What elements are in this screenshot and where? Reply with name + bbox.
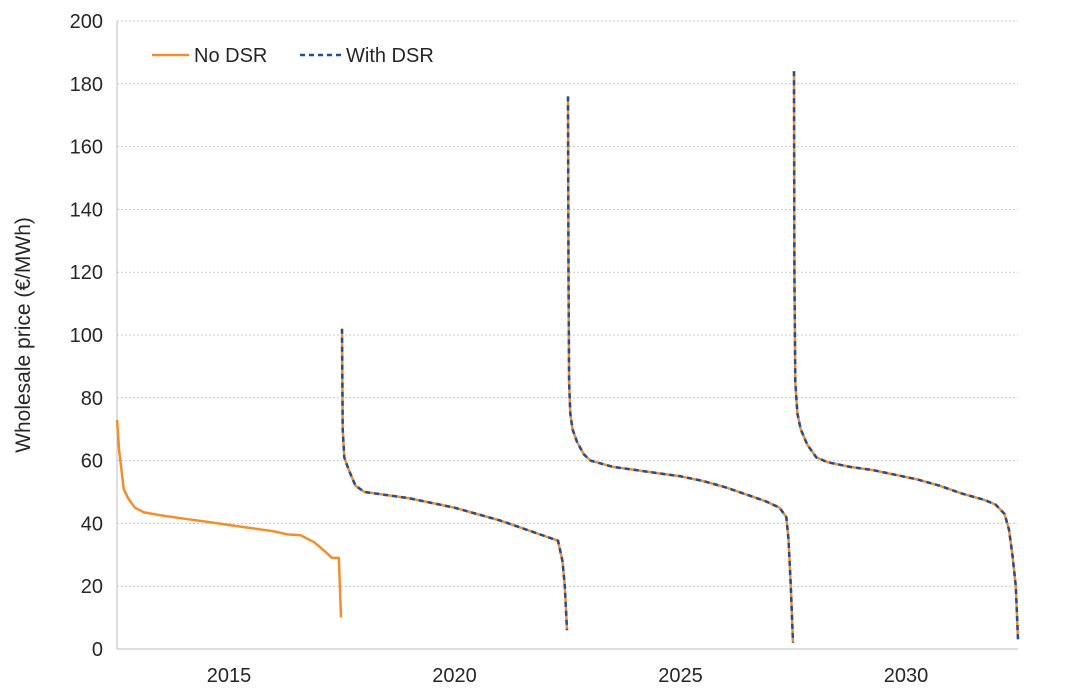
x-category-label: 2030 bbox=[884, 665, 929, 687]
y-tick-label: 160 bbox=[70, 137, 103, 159]
series-line-with-dsr-2020 bbox=[340, 328, 569, 631]
x-category-labels: 2015 2020 2025 2030 bbox=[207, 665, 929, 687]
legend: No DSR With DSR bbox=[152, 45, 434, 67]
y-tick-label: 60 bbox=[81, 451, 103, 473]
series-line-no-dsr-2020 bbox=[340, 328, 569, 631]
series-line-with-dsr-2030 bbox=[792, 71, 1020, 640]
y-tick-label: 180 bbox=[70, 74, 103, 96]
series-line-with-dsr-2025 bbox=[566, 96, 795, 643]
legend-label-with-dsr: With DSR bbox=[346, 45, 434, 67]
y-tick-label: 40 bbox=[81, 513, 103, 535]
y-tick-label: 120 bbox=[70, 262, 103, 284]
legend-label-no-dsr: No DSR bbox=[194, 45, 267, 67]
y-tick-label: 100 bbox=[70, 325, 103, 347]
y-tick-labels: 0 20 40 60 80 100 120 140 160 180 200 bbox=[70, 11, 103, 661]
x-category-label: 2020 bbox=[432, 665, 477, 687]
x-category-label: 2025 bbox=[658, 665, 703, 687]
y-tick-label: 80 bbox=[81, 388, 103, 410]
y-tick-label: 0 bbox=[92, 639, 103, 661]
series-lines bbox=[115, 71, 1020, 643]
y-tick-label: 140 bbox=[70, 199, 103, 221]
y-tick-label: 20 bbox=[81, 576, 103, 598]
y-tick-label: 200 bbox=[70, 11, 103, 33]
series-line-no-dsr-2030 bbox=[792, 71, 1020, 640]
series-line-no-dsr-2025 bbox=[566, 96, 795, 643]
y-axis-label: Wholesale price (€/MWh) bbox=[12, 217, 35, 453]
x-category-label: 2015 bbox=[207, 665, 252, 687]
series-line-no-dsr-2015 bbox=[115, 419, 343, 618]
